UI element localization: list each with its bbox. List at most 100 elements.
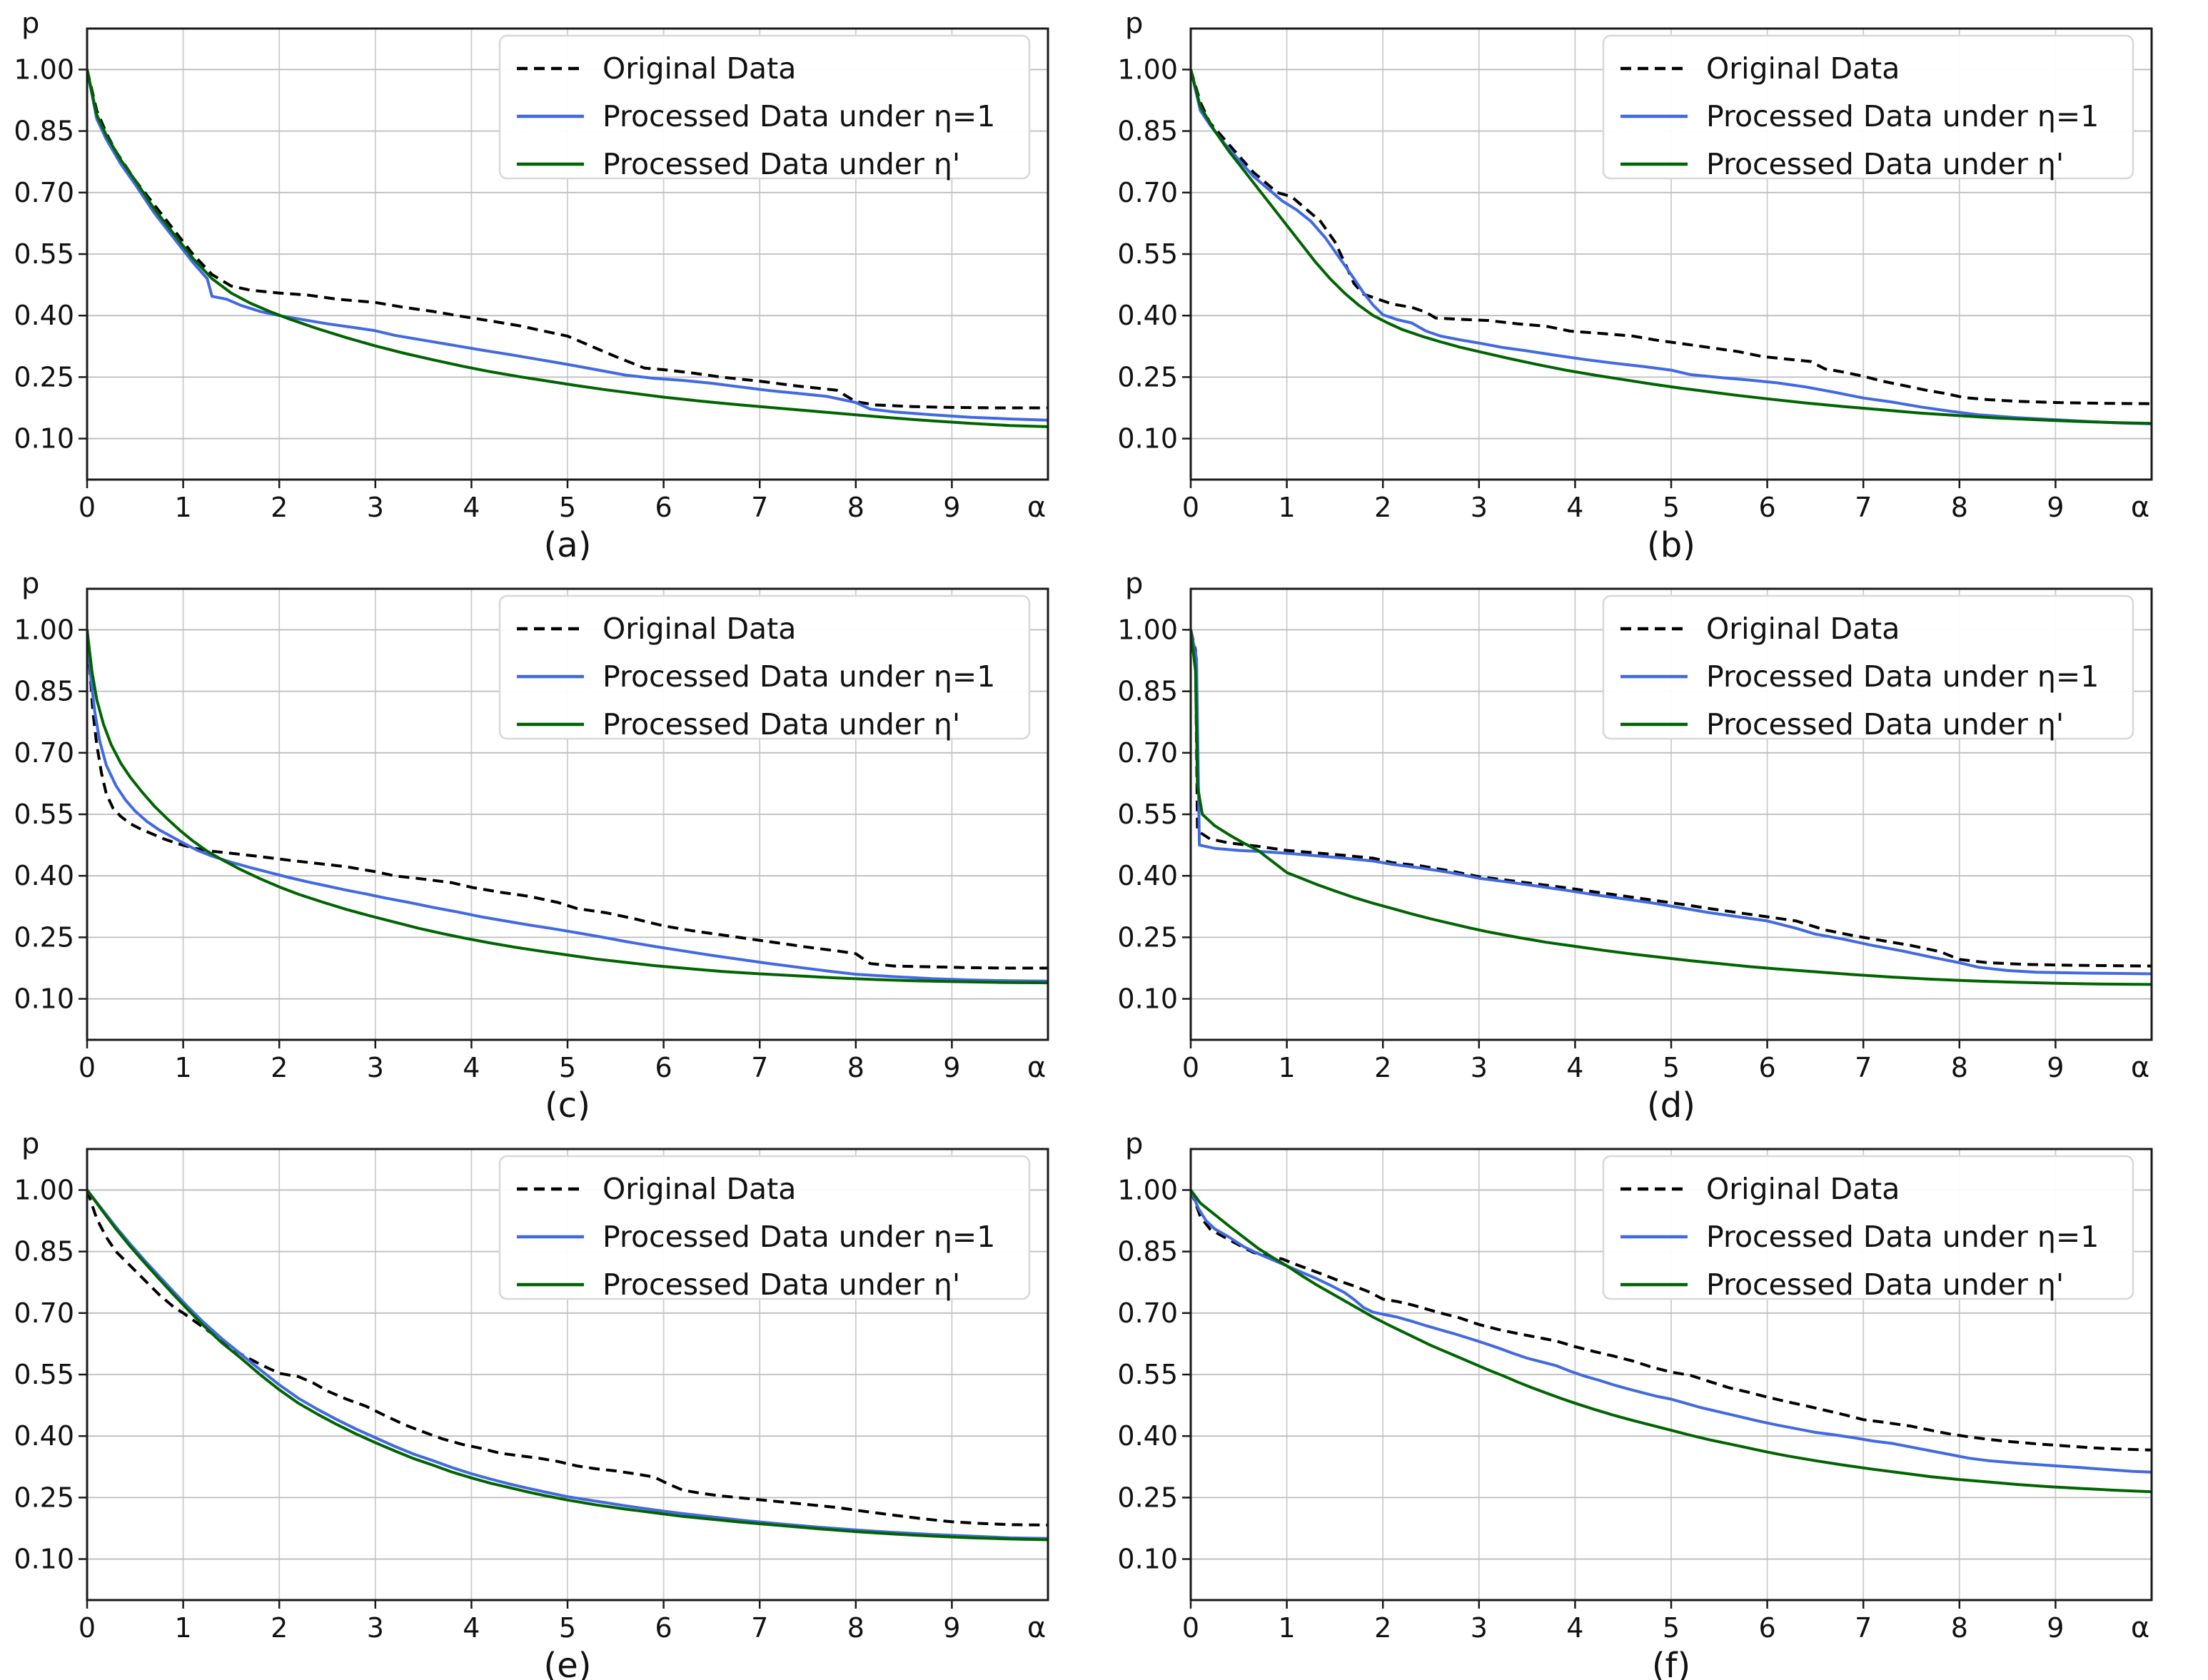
x-tick-label: 5 xyxy=(1663,1612,1680,1644)
y-tick-label: 1.00 xyxy=(14,614,74,645)
y-tick-label: 0.10 xyxy=(14,983,74,1015)
curve-original-data xyxy=(87,1189,1048,1527)
y-tick-label: 0.55 xyxy=(14,799,74,830)
chart-canvas: 0 1 2 3 4 5 6 7 8 9 α 1.00 0.85 0.70 0.55 0.40 0.25 0.10 p… xyxy=(0,1120,1104,1680)
curve-processed-data-under-1 xyxy=(1191,1189,2152,1474)
x-tick-label: 5 xyxy=(1663,492,1680,523)
legend-label: Processed Data under η' xyxy=(603,1267,960,1302)
x-tick-label: 3 xyxy=(1471,1052,1488,1083)
x-tick-label: 7 xyxy=(751,1052,768,1083)
x-tick-label: 7 xyxy=(751,492,768,523)
x-tick-label: 7 xyxy=(751,1612,768,1644)
curve-original-data xyxy=(1191,629,2152,968)
y-tick-label: 0.25 xyxy=(1117,921,1178,953)
x-tick-label: 9 xyxy=(943,1052,960,1083)
x-tick-label: 6 xyxy=(1759,1612,1776,1644)
x-tick-label: 4 xyxy=(463,492,480,523)
y-tick-label: 1.00 xyxy=(1117,614,1178,645)
curve-processed-data-under-1 xyxy=(87,1189,1048,1540)
curve-original-data xyxy=(87,629,1048,970)
x-tick-label: 0 xyxy=(1182,1052,1199,1083)
x-tick-label: 4 xyxy=(1566,1612,1583,1644)
legend: Original Data Processed Data under η=1 Pro… xyxy=(498,1155,1031,1302)
x-tick-label: 0 xyxy=(1182,1612,1199,1644)
y-tick-label: 0.40 xyxy=(14,1420,74,1452)
y-tick-label: 0.55 xyxy=(1117,238,1178,270)
subplot-caption: (d) xyxy=(1647,1086,1695,1120)
y-tick-label: 0.10 xyxy=(1117,423,1178,455)
x-tick-label: 1 xyxy=(1279,492,1296,523)
legend-label: Processed Data under η' xyxy=(603,707,960,742)
legend-label: Processed Data under η' xyxy=(603,147,960,181)
y-tick-label: 0.55 xyxy=(14,1359,74,1390)
x-tick-label: 5 xyxy=(559,1052,576,1083)
y-tick-label: 0.40 xyxy=(14,860,74,891)
x-axis-label: α xyxy=(1027,1051,1046,1084)
x-tick-label: 0 xyxy=(79,1052,96,1083)
x-tick-label: 8 xyxy=(1951,492,1968,523)
legend-label: Processed Data under η=1 xyxy=(1706,1220,2099,1254)
x-tick-label: 2 xyxy=(271,492,288,523)
y-tick-label: 1.00 xyxy=(14,54,74,85)
y-tick-label: 1.00 xyxy=(14,1174,74,1205)
x-tick-label: 2 xyxy=(1374,492,1391,523)
legend-label: Processed Data under η' xyxy=(1706,147,2064,181)
x-tick-label: 7 xyxy=(1855,492,1872,523)
x-tick-label: 6 xyxy=(655,492,672,523)
y-axis-label: p xyxy=(1125,7,1143,40)
y-tick-label: 0.10 xyxy=(14,1544,74,1575)
legend: Original Data Processed Data under η=1 Pro… xyxy=(498,34,1031,181)
x-tick-label: 0 xyxy=(79,492,96,523)
x-tick-label: 1 xyxy=(1279,1052,1296,1083)
curve-processed-data-under xyxy=(1191,69,2152,425)
legend-box xyxy=(498,34,1031,180)
y-tick-label: 0.25 xyxy=(1117,1482,1178,1513)
chart-canvas: 0 1 2 3 4 5 6 7 8 9 α 1.00 0.85 0.70 0.55 0.40 0.25 0.10 p… xyxy=(0,0,1104,560)
legend-label: Processed Data under η=1 xyxy=(603,1220,995,1254)
curve-processed-data-under xyxy=(1191,1189,2152,1494)
chart-canvas: 0 1 2 3 4 5 6 7 8 9 α 1.00 0.85 0.70 0.55 0.40 0.25 0.10 p… xyxy=(1104,0,2207,560)
curve-processed-data-under-1 xyxy=(1191,69,2152,425)
y-tick-label: 0.85 xyxy=(1117,116,1178,147)
x-tick-label: 4 xyxy=(1566,492,1583,523)
x-tick-label: 5 xyxy=(559,492,576,523)
x-tick-label: 9 xyxy=(943,1612,960,1644)
curve-processed-data-under-1 xyxy=(87,629,1048,983)
y-tick-label: 0.10 xyxy=(1117,983,1178,1015)
x-tick-label: 8 xyxy=(847,1052,864,1083)
x-tick-label: 2 xyxy=(1374,1052,1391,1083)
subplot-e: 0 1 2 3 4 5 6 7 8 9 α 1.00 0.85 0.70 0.55 0.40 0.25 0.10 p… xyxy=(0,1120,1104,1680)
gridlines xyxy=(87,1149,1048,1600)
y-tick-label: 0.55 xyxy=(1117,799,1178,830)
x-tick-label: 3 xyxy=(367,1052,384,1083)
y-tick-label: 0.70 xyxy=(14,177,74,208)
x-tick-label: 2 xyxy=(1374,1612,1391,1644)
legend: Original Data Processed Data under η=1 Pro… xyxy=(498,594,1031,742)
x-axis-label: α xyxy=(1027,1611,1046,1644)
y-tick-label: 0.55 xyxy=(14,238,74,270)
chart-canvas: 0 1 2 3 4 5 6 7 8 9 α 1.00 0.85 0.70 0.55 0.40 0.25 0.10 p… xyxy=(1104,1120,2207,1680)
x-tick-label: 0 xyxy=(79,1612,96,1644)
x-tick-label: 9 xyxy=(943,492,960,523)
x-tick-label: 3 xyxy=(1471,492,1488,523)
curve-original-data xyxy=(1191,69,2152,405)
curve-processed-data-under xyxy=(87,1189,1048,1542)
x-tick-label: 8 xyxy=(847,1612,864,1644)
legend: Original Data Processed Data under η=1 Pro… xyxy=(1602,1155,2134,1302)
subplot-caption: (b) xyxy=(1647,525,1695,560)
legend-label: Processed Data under η=1 xyxy=(1706,659,2099,694)
subplot-c: 0 1 2 3 4 5 6 7 8 9 α 1.00 0.85 0.70 0.55 0.40 0.25 0.10 p… xyxy=(0,560,1104,1120)
x-tick-label: 6 xyxy=(1759,1052,1776,1083)
x-tick-label: 8 xyxy=(1951,1052,1968,1083)
legend-label: Original Data xyxy=(603,1172,796,1206)
y-tick-label: 0.70 xyxy=(1117,1297,1178,1329)
legend-label: Processed Data under η' xyxy=(1706,707,2064,742)
curve-processed-data-under xyxy=(87,69,1048,428)
x-tick-label: 3 xyxy=(367,492,384,523)
x-tick-label: 7 xyxy=(1855,1052,1872,1083)
x-tick-label: 4 xyxy=(463,1052,480,1083)
legend-box xyxy=(498,594,1031,740)
curve-original-data xyxy=(1191,1189,2152,1452)
y-tick-label: 0.40 xyxy=(1117,300,1178,331)
x-tick-label: 1 xyxy=(1279,1612,1296,1644)
